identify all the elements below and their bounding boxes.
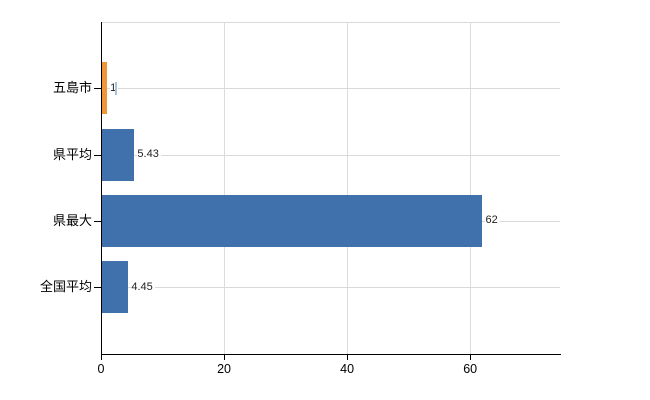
vertical-gridline-40 — [347, 22, 349, 354]
value-label: 1 — [110, 81, 119, 95]
value-label: 62 — [485, 214, 500, 227]
row-gridline — [101, 88, 560, 89]
plot-area: 1 5.43 62 4.45 — [101, 22, 560, 354]
vertical-gridline-20 — [224, 22, 226, 354]
category-label-全国平均: 全国平均 — [39, 279, 92, 294]
bar-全国平均[interactable] — [101, 261, 129, 313]
x-tick-label-20: 20 — [217, 362, 231, 376]
category-label-県最大: 県最大 — [52, 212, 92, 228]
row-gridline — [101, 287, 560, 288]
x-axis-tick-20 — [224, 355, 226, 360]
y-axis-line — [101, 22, 102, 358]
y-axis-tick — [94, 220, 101, 222]
bar-県平均[interactable] — [101, 128, 135, 181]
category-label-五島市: 五島市 — [52, 80, 92, 95]
value-label: 5.43 — [137, 148, 161, 161]
x-axis-tick-0 — [101, 355, 102, 360]
bar-五島市[interactable] — [101, 62, 108, 114]
y-axis-tick — [94, 154, 101, 156]
x-tick-label-60: 60 — [463, 362, 478, 376]
x-axis-tick-40 — [347, 355, 349, 360]
category-label-県平均: 県平均 — [52, 146, 92, 162]
x-axis-line — [101, 354, 561, 355]
row-gridline — [101, 154, 560, 156]
plot-top-gridline — [101, 22, 560, 23]
x-axis-tick-60 — [470, 355, 472, 360]
y-axis-tick — [94, 287, 101, 288]
bar-県最大[interactable] — [101, 194, 483, 247]
value-label: 4.45 — [131, 280, 155, 294]
vertical-gridline-60 — [470, 22, 472, 354]
x-tick-label-40: 40 — [340, 362, 355, 376]
text-cursor-artifact — [115, 81, 117, 95]
y-axis-tick — [94, 88, 101, 89]
x-tick-label-0: 0 — [97, 362, 105, 376]
